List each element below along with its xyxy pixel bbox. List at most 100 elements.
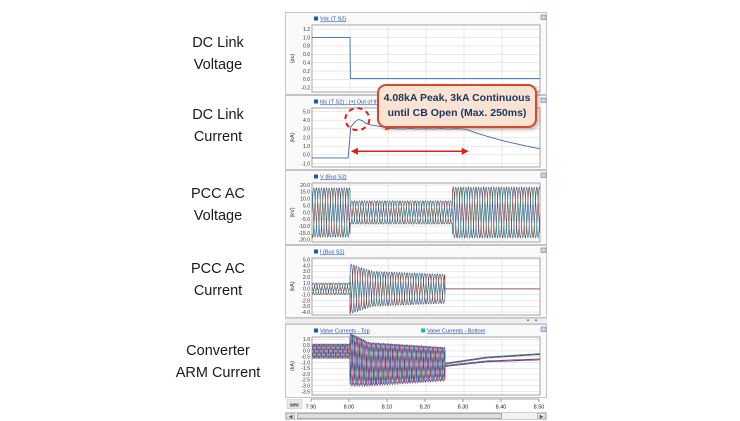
y-axis-unit-label: (pu) — [290, 53, 296, 63]
row-label-pcc-ac-voltage: PCC AC Voltage — [156, 183, 280, 227]
y-tick-label: -0.2 — [301, 86, 310, 92]
scrollbar-thumb[interactable] — [297, 413, 502, 419]
legend-marker-icon — [314, 328, 318, 333]
trace-converter-arm-current-bottom-2 — [311, 335, 541, 387]
y-tick-label: 3.0 — [303, 127, 310, 133]
legend-label: Valve Currents - Bottom — [427, 329, 486, 335]
aperture-adjust-icon[interactable] — [540, 247, 547, 253]
scroll-right-icon[interactable]: ▶ — [537, 413, 546, 420]
aperture-adjust-icon[interactable] — [540, 172, 547, 178]
y-tick-label: -2.0 — [301, 298, 310, 304]
x-tick-label: 8.20 — [420, 405, 431, 411]
y-tick-label: -0.5 — [301, 355, 310, 361]
legend-marker-icon — [314, 249, 318, 254]
callout-text-line2: until CB Open (Max. 250ms) — [387, 107, 527, 119]
legend-marker-icon — [314, 99, 318, 104]
y-axis-unit-label: (kA) — [290, 132, 296, 142]
y-tick-label: 3.0 — [303, 269, 310, 275]
y-tick-label: 1.0 — [303, 35, 310, 41]
y-tick-label: 1.0 — [303, 144, 310, 150]
row-label-line: PCC AC — [191, 261, 245, 277]
trace-converter-arm-current-bottom-1 — [311, 332, 541, 387]
graph-panel-pcc-ac-current: 5.0 4.0 3.0 2.0 1.0 0.0 -1.0 -2.0 -3.0 -4.0 (kA) I … — [285, 245, 547, 318]
aperture-adjust-icon[interactable] — [540, 14, 547, 20]
y-tick-label: -4.0 — [301, 310, 310, 316]
y-tick-label: 0.8 — [303, 44, 310, 50]
y-tick-label: -3.5 — [301, 389, 310, 395]
graph-panel-pcc-ac-voltage: 20.0 15.0 10.0 5.0 0.0 -5.0 -10.0 -15.0 -20.0 (kV… — [285, 170, 547, 245]
y-tick-label: 4.0 — [303, 263, 310, 269]
x-tick-label: 8.50 — [534, 405, 545, 411]
trace-converter-arm-current-bottom-3 — [311, 334, 541, 388]
y-tick-label: 2.0 — [303, 275, 310, 281]
y-tick-label: 5.0 — [303, 258, 310, 264]
row-label-line: Converter — [186, 343, 250, 359]
x-axis-unit-box — [286, 399, 303, 409]
y-tick-label: 0.4 — [303, 60, 310, 66]
y-tick-label: -2.5 — [301, 378, 310, 384]
y-tick-label: -20.0 — [299, 238, 311, 244]
y-tick-label: 0.5 — [303, 343, 310, 349]
legend-label: Vdc (T S2) — [320, 17, 346, 23]
y-axis-unit-label: (kA) — [290, 361, 296, 371]
y-tick-label: 2.0 — [303, 135, 310, 141]
row-label-line: Voltage — [193, 57, 243, 73]
y-tick-label: -1.0 — [301, 292, 310, 298]
splitter-grip-icon: ▪ — [534, 318, 537, 324]
y-tick-label: 15.0 — [300, 190, 310, 196]
trace-pcc-ac-voltage-Va — [311, 186, 541, 239]
row-label-line: Voltage — [193, 208, 243, 224]
scroll-left-icon[interactable]: ◀ — [286, 413, 295, 420]
x-tick-label: 7.90 — [306, 405, 317, 411]
plot-svg-pcc-ac-current: 5.04.03.02.01.00.0-1.0-2.0-3.0-4.0 (kA) I … — [290, 247, 547, 316]
horizontal-scrollbar[interactable]: ◀ ▶ — [285, 412, 547, 420]
y-tick-label: 1.0 — [303, 337, 310, 343]
legend-marker-icon — [314, 16, 318, 21]
legend-marker-icon — [421, 328, 425, 333]
row-label-line: Current — [193, 283, 243, 299]
y-tick-label: 1.2 — [303, 27, 310, 33]
y-tick-label: -3.0 — [301, 304, 310, 310]
row-label-converter-arm-current: Converter ARM Current — [156, 340, 280, 384]
splitter-grip-icon: ▪ — [526, 318, 529, 324]
row-label-dc-link-voltage: DC Link Voltage — [156, 32, 280, 76]
x-axis-unit-label: sec — [290, 403, 299, 409]
annotation-callout: 4.08kA Peak, 3kA Continuous until CB Ope… — [377, 84, 537, 128]
y-tick-label: -5.0 — [301, 217, 310, 223]
y-tick-label: 0.0 — [303, 287, 310, 293]
row-label-line: ARM Current — [175, 365, 261, 381]
y-tick-label: 0.6 — [303, 52, 310, 58]
trace-pcc-ac-current-Ib — [311, 264, 540, 314]
y-axis-unit-label: (kV) — [290, 207, 296, 217]
y-tick-label: 20.0 — [300, 183, 310, 189]
row-label-line: Current — [193, 129, 243, 145]
row-label-pcc-ac-current: PCC AC Current — [156, 258, 280, 302]
y-tick-label: 5.0 — [303, 203, 310, 209]
plot-svg-converter-arm-current: 1.00.50.0-0.5-1.0-1.5-2.0-2.5-3.0-3.5 (kA… — [290, 326, 547, 396]
y-tick-label: 1.0 — [303, 281, 310, 287]
x-tick-label: 8.00 — [344, 405, 355, 411]
trace-dc-link-voltage-Vdc — [312, 37, 540, 80]
y-tick-label: 5.0 — [303, 109, 310, 115]
trace-pcc-ac-voltage-Vb — [311, 186, 541, 239]
panel-splitter[interactable]: ▪ ▪ — [285, 318, 547, 324]
plot-svg-pcc-ac-voltage: 20.015.010.05.00.0-5.0-10.0-15.0-20.0 (kV… — [290, 172, 547, 244]
legend-label: V (Bus S2) — [320, 175, 347, 181]
y-tick-label: 0.0 — [303, 349, 310, 355]
y-tick-label: 4.0 — [303, 118, 310, 124]
y-tick-label: -10.0 — [299, 224, 311, 230]
y-tick-label: 0.2 — [303, 69, 310, 75]
callout-text-line1: 4.08kA Peak, 3kA Continuous — [383, 92, 531, 104]
legend-label: Valve Currents - Top — [320, 329, 370, 335]
row-label-line: DC Link — [192, 35, 244, 51]
legend-marker-icon — [314, 174, 318, 179]
trace-pcc-ac-voltage-Vc — [311, 186, 541, 239]
aperture-adjust-icon[interactable] — [540, 326, 547, 332]
y-tick-label: -15.0 — [299, 231, 311, 237]
row-label-dc-link-current: DC Link Current — [156, 104, 280, 148]
y-tick-label: -2.0 — [301, 372, 310, 378]
aperture-adjust-icon[interactable] — [540, 97, 547, 103]
legend-label: I (Bus S2) — [320, 250, 345, 256]
y-tick-label: -1.5 — [301, 366, 310, 372]
